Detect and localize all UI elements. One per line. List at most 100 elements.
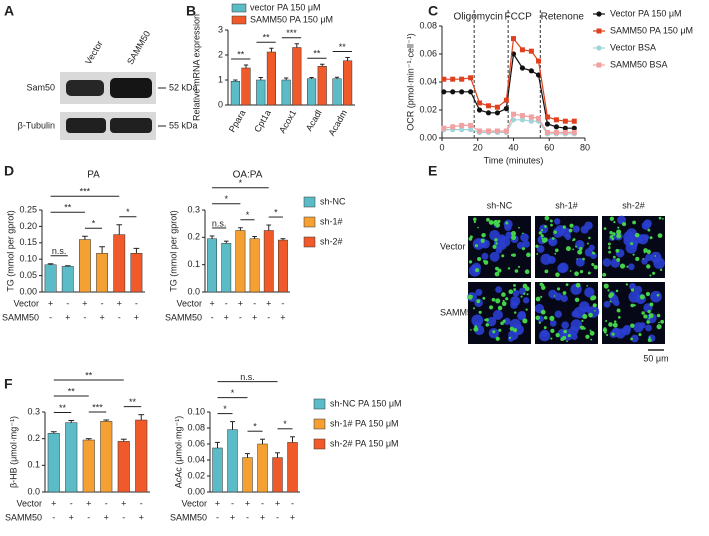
marker xyxy=(441,76,447,82)
y-tick-label: 0.0 xyxy=(27,486,40,496)
marker xyxy=(503,128,509,134)
error-bar xyxy=(275,452,280,458)
lipid-spot xyxy=(616,257,621,262)
lipid-spot xyxy=(540,285,546,290)
lipid-spot xyxy=(473,326,479,332)
nucleus xyxy=(503,317,511,325)
lipid-spot xyxy=(489,305,494,310)
y-tick-label: 0.1 xyxy=(27,460,40,470)
nucleus xyxy=(540,253,552,265)
x-tick-label: 80 xyxy=(580,142,590,152)
lipid-spot xyxy=(477,226,479,229)
lipid-spot xyxy=(510,230,517,236)
lipid-spot xyxy=(645,291,651,297)
condition-sign: - xyxy=(246,512,249,522)
y-axis-label: OCR (pmol·min⁻¹·cell⁻¹) xyxy=(405,33,415,131)
error-bar xyxy=(138,414,145,420)
marker xyxy=(562,129,568,135)
bar xyxy=(130,253,143,293)
legend-label: sh-2# PA 150 μM xyxy=(330,438,399,448)
x-axis-label: Time (minutes) xyxy=(484,155,544,165)
lipid-spot xyxy=(474,244,478,248)
panel-letter: C xyxy=(428,3,438,19)
micrograph-column-label: sh-2# xyxy=(622,200,645,210)
nucleus xyxy=(575,239,585,250)
lipid-spot xyxy=(589,329,592,332)
marker xyxy=(571,125,577,131)
legend-swatch xyxy=(313,418,326,430)
condition-sign: + xyxy=(215,498,220,508)
condition-sign: - xyxy=(66,298,69,308)
legend-label: SAMM50 BSA xyxy=(610,59,668,69)
nucleus xyxy=(475,288,483,296)
error-bar xyxy=(345,57,350,61)
significance-label: ** xyxy=(263,33,271,43)
lipid-spot xyxy=(617,226,620,229)
significance-label: ** xyxy=(313,49,321,59)
x-tick-label: Acox1 xyxy=(277,108,298,135)
significance-label: n.s. xyxy=(212,218,227,228)
lipid-spot xyxy=(643,314,648,319)
lipid-spot xyxy=(632,253,635,256)
significance-label: *** xyxy=(286,28,297,38)
lipid-spot xyxy=(603,227,607,230)
nucleus xyxy=(548,289,558,299)
lipid-spot xyxy=(633,304,636,307)
lipid-spot xyxy=(590,338,593,341)
lipid-spot xyxy=(626,265,629,268)
lipid-spot xyxy=(587,242,589,245)
lipid-spot xyxy=(541,229,544,232)
y-tick-label: 0.06 xyxy=(187,438,205,448)
marker xyxy=(544,114,550,120)
lipid-spot xyxy=(553,295,556,297)
lipid-spot xyxy=(468,237,473,241)
error-bar xyxy=(120,438,127,442)
lipid-spot xyxy=(535,315,540,321)
marker xyxy=(494,128,500,134)
lipid-spot xyxy=(522,232,524,235)
lipid-spot xyxy=(492,244,497,249)
lipid-spot xyxy=(648,336,651,339)
blot-band xyxy=(66,80,104,96)
lipid-spot xyxy=(535,296,541,302)
lipid-spot xyxy=(486,217,490,222)
panel-letter: F xyxy=(4,376,13,392)
condition-sign: - xyxy=(281,298,284,308)
lipid-spot xyxy=(589,330,595,336)
error-bar xyxy=(258,77,263,80)
nucleus xyxy=(552,227,564,238)
condition-sign: + xyxy=(280,312,285,322)
significance-label: * xyxy=(224,194,228,204)
nucleus xyxy=(642,234,649,241)
error-bar xyxy=(82,235,88,240)
error-bar xyxy=(64,265,71,267)
y-tick-label: 2 xyxy=(218,49,223,59)
x-tick-label: 0 xyxy=(439,142,444,152)
lipid-spot xyxy=(575,282,581,288)
lipid-spot xyxy=(543,326,547,330)
lipid-spot xyxy=(473,307,476,310)
bar xyxy=(230,81,240,106)
lipid-spot xyxy=(562,291,567,295)
nucleus xyxy=(650,290,662,303)
condition-label: Vector xyxy=(16,498,42,508)
error-bar xyxy=(238,227,243,231)
lipid-spot xyxy=(477,256,482,262)
nucleus xyxy=(578,301,590,313)
condition-sign: + xyxy=(252,312,257,322)
nucleus xyxy=(554,218,561,225)
micrograph-image xyxy=(534,282,600,344)
nucleus xyxy=(561,321,569,329)
marker xyxy=(571,118,577,124)
lipid-spot xyxy=(549,315,555,321)
condition-label: SAMM50 xyxy=(165,312,202,322)
lipid-spot xyxy=(608,322,613,327)
nucleus xyxy=(584,287,595,298)
nucleus xyxy=(507,335,514,342)
nucleus xyxy=(517,311,527,321)
lipid-spot xyxy=(609,216,615,221)
micrograph-row-label: SAMM50 xyxy=(440,307,477,317)
nucleus xyxy=(584,248,594,257)
bar xyxy=(79,239,91,293)
